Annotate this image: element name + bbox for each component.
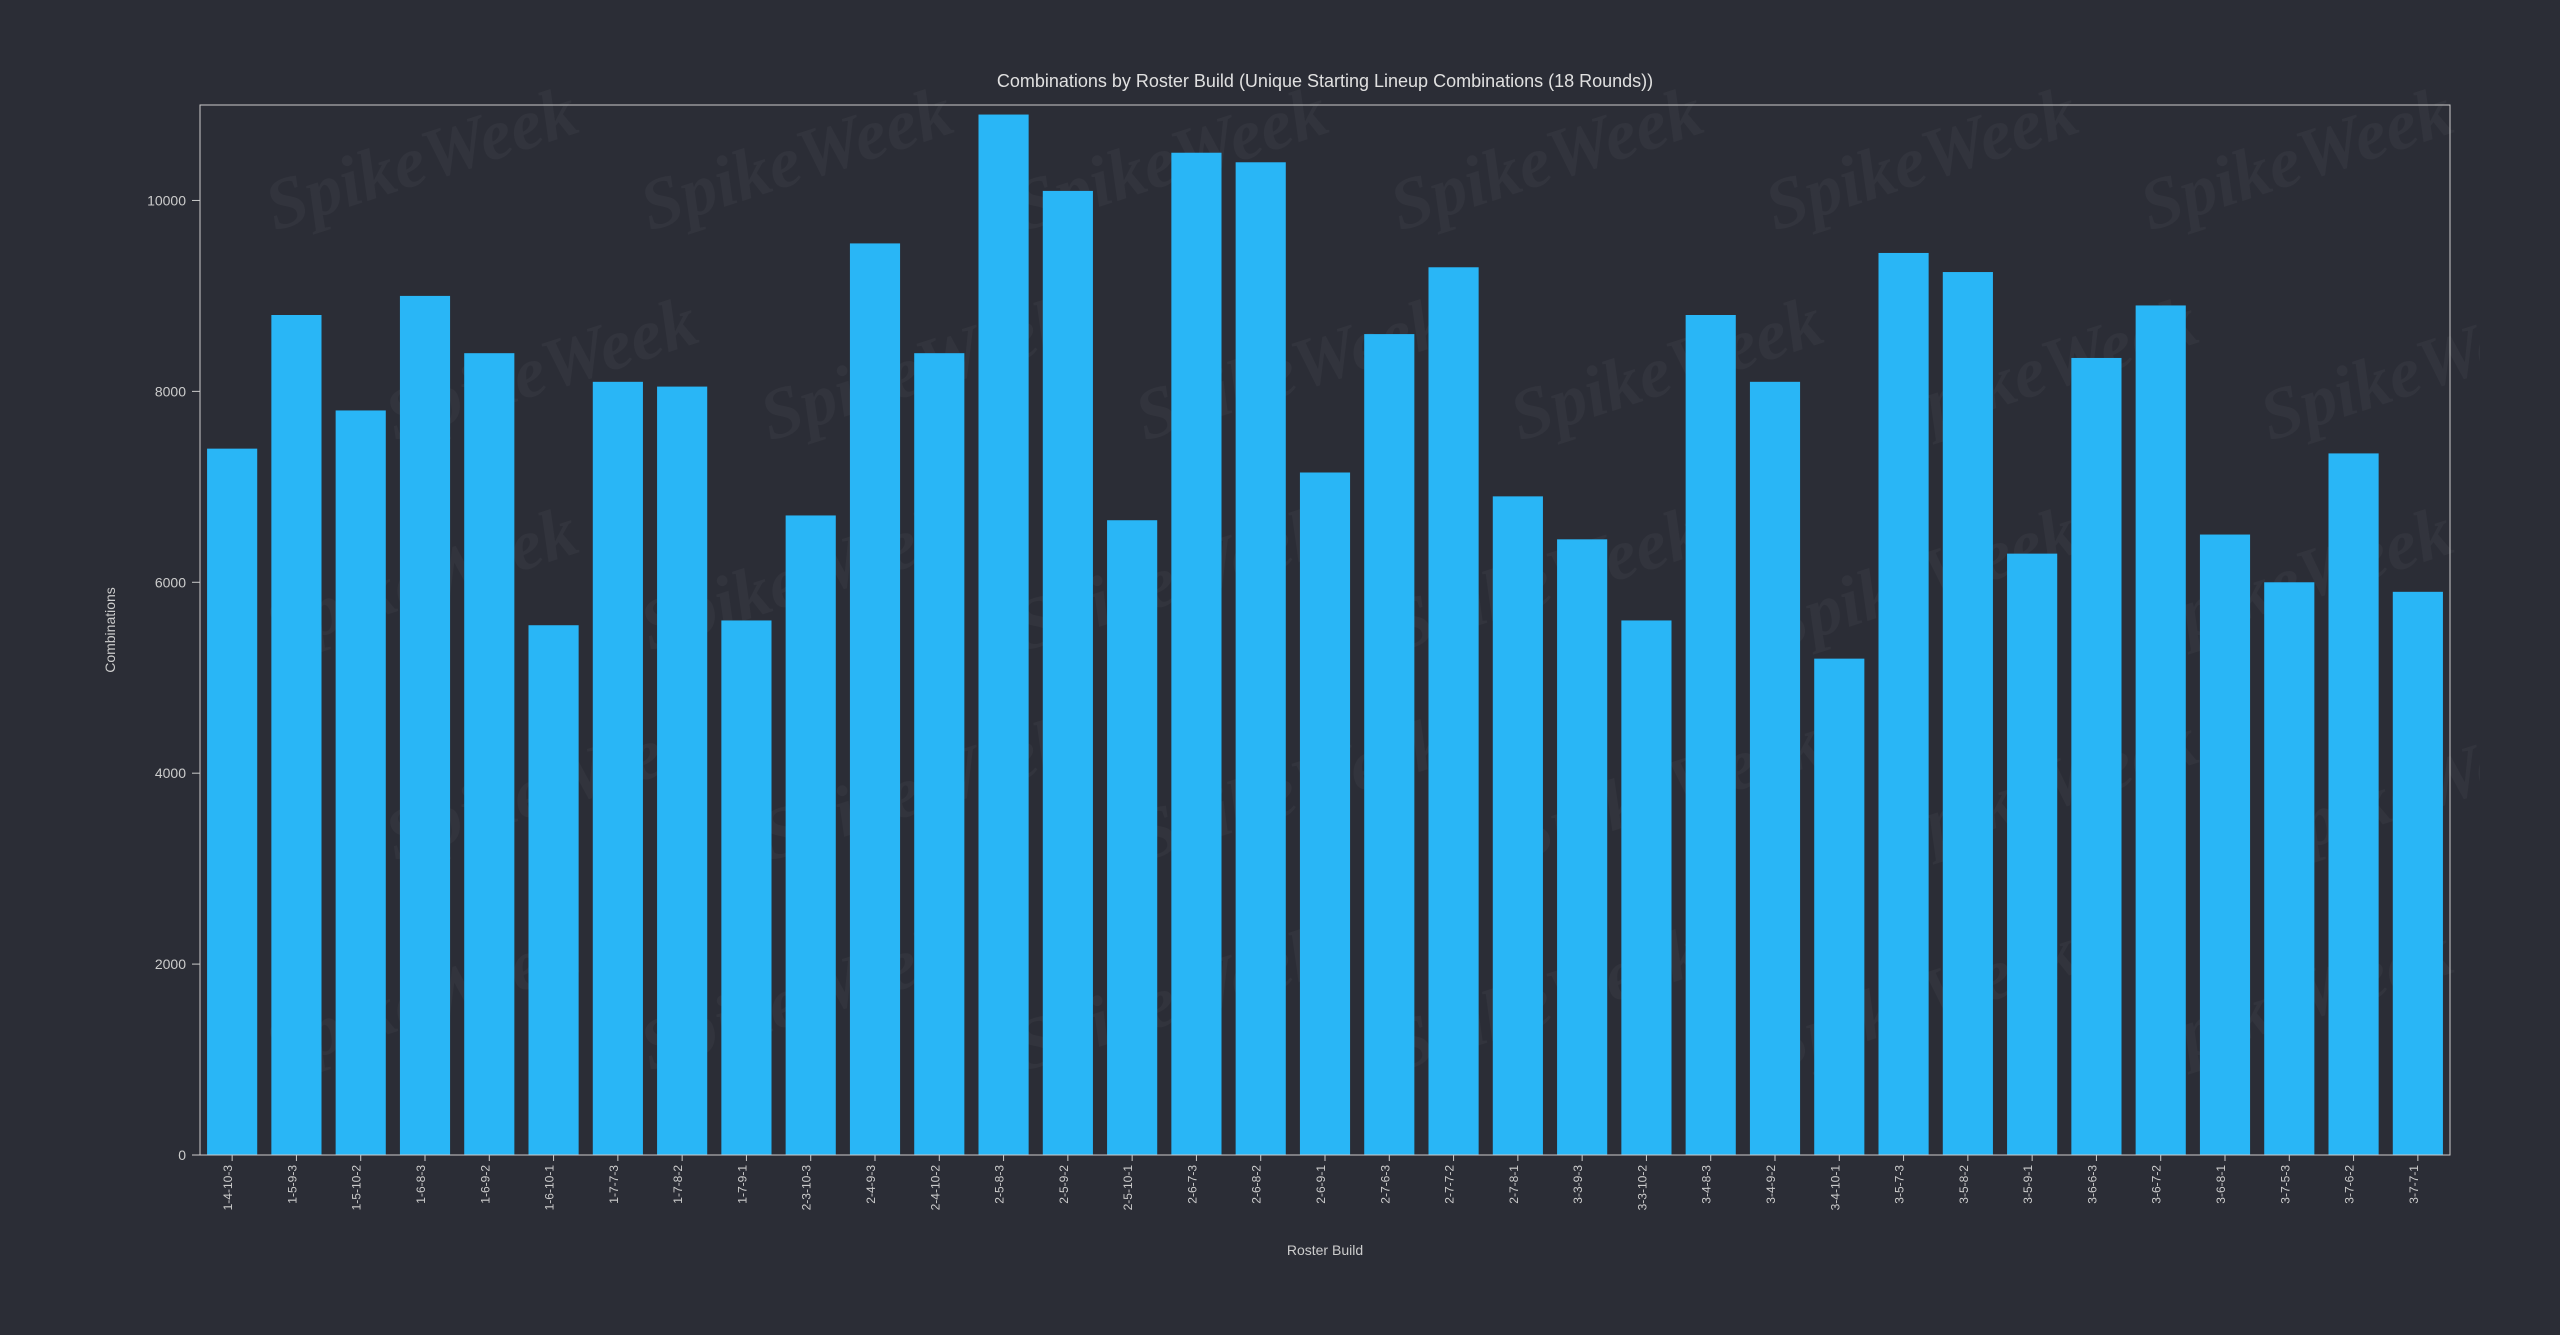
x-tick-label: 2-7-7-2 [1443, 1165, 1457, 1204]
chart-container: SpikeWeekSpikeWeekSpikeWeekSpikeWeekSpik… [0, 0, 2560, 1335]
x-tick-label: 3-4-8-3 [1700, 1165, 1714, 1204]
bar [336, 410, 386, 1155]
bar [2136, 305, 2186, 1155]
x-tick-label: 1-7-7-3 [607, 1165, 621, 1204]
bar [207, 449, 257, 1155]
y-tick-label: 6000 [155, 574, 186, 590]
x-tick-label: 2-5-10-1 [1121, 1165, 1135, 1211]
x-tick-label: 3-5-7-3 [1893, 1165, 1907, 1204]
y-axis-label: Combinations [102, 587, 118, 673]
bar [1493, 496, 1543, 1155]
bar-chart: SpikeWeekSpikeWeekSpikeWeekSpikeWeekSpik… [80, 50, 2480, 1310]
x-tick-label: 2-6-8-2 [1250, 1165, 1264, 1204]
x-tick-label: 3-4-10-1 [1828, 1165, 1842, 1211]
bar [1107, 520, 1157, 1155]
x-tick-label: 2-6-9-1 [1314, 1165, 1328, 1204]
y-tick-label: 8000 [155, 383, 186, 399]
svg-text:SpikeWeek: SpikeWeek [630, 70, 962, 246]
x-tick-label: 2-7-6-3 [1378, 1165, 1392, 1204]
bar [2071, 358, 2121, 1155]
bar [1750, 382, 1800, 1155]
x-tick-label: 3-4-9-2 [1764, 1165, 1778, 1204]
bar [1814, 659, 1864, 1155]
bar [2200, 535, 2250, 1155]
x-tick-label: 3-6-7-2 [2150, 1165, 2164, 1204]
x-axis-label: Roster Build [1287, 1242, 1363, 1258]
bar [850, 243, 900, 1155]
x-tick-label: 3-7-6-2 [2343, 1165, 2357, 1204]
bar [721, 620, 771, 1155]
bar [786, 515, 836, 1155]
chart-title: Combinations by Roster Build (Unique Sta… [997, 71, 1653, 91]
y-tick-label: 0 [178, 1147, 186, 1163]
x-tick-label: 2-4-10-2 [928, 1165, 942, 1211]
x-tick-label: 3-3-9-3 [1571, 1165, 1585, 1204]
svg-text:SpikeWeek: SpikeWeek [1755, 70, 2087, 246]
bar [2393, 592, 2443, 1155]
bar [1236, 162, 1286, 1155]
bar [464, 353, 514, 1155]
x-tick-label: 1-6-8-3 [414, 1165, 428, 1204]
x-tick-label: 2-4-9-3 [864, 1165, 878, 1204]
x-tick-label: 2-5-8-3 [993, 1165, 1007, 1204]
bar [979, 115, 1029, 1155]
bar [593, 382, 643, 1155]
x-tick-label: 3-6-6-3 [2085, 1165, 2099, 1204]
x-tick-label: 3-3-10-2 [1635, 1165, 1649, 1211]
bar [2329, 453, 2379, 1155]
bar [914, 353, 964, 1155]
x-tick-label: 2-7-8-1 [1507, 1165, 1521, 1204]
x-tick-label: 3-5-9-1 [2021, 1165, 2035, 1204]
bar [1429, 267, 1479, 1155]
bar [271, 315, 321, 1155]
x-tick-label: 2-3-10-3 [800, 1165, 814, 1211]
bar [1043, 191, 1093, 1155]
bar [1300, 473, 1350, 1156]
x-tick-label: 2-6-7-3 [1185, 1165, 1199, 1204]
bar [1171, 153, 1221, 1155]
x-tick-label: 1-7-9-1 [735, 1165, 749, 1204]
bar [657, 387, 707, 1155]
bar [529, 625, 579, 1155]
x-tick-label: 1-4-10-3 [221, 1165, 235, 1211]
y-tick-label: 10000 [147, 192, 186, 208]
y-tick-label: 4000 [155, 765, 186, 781]
bar [1621, 620, 1671, 1155]
bar [1879, 253, 1929, 1155]
bar [2264, 582, 2314, 1155]
y-tick-label: 2000 [155, 956, 186, 972]
svg-text:SpikeWeek: SpikeWeek [2130, 70, 2462, 246]
svg-text:SpikeWeek: SpikeWeek [1380, 70, 1712, 246]
bar [1557, 539, 1607, 1155]
x-tick-label: 3-7-5-3 [2278, 1165, 2292, 1204]
x-tick-label: 3-7-7-1 [2407, 1165, 2421, 1204]
svg-text:SpikeWeek: SpikeWeek [255, 70, 587, 246]
bar [2007, 554, 2057, 1155]
bar [400, 296, 450, 1155]
bar [1686, 315, 1736, 1155]
bar [1364, 334, 1414, 1155]
x-tick-label: 3-5-8-2 [1957, 1165, 1971, 1204]
bars-group [207, 115, 2443, 1155]
x-tick-label: 2-5-9-2 [1057, 1165, 1071, 1204]
x-tick-label: 1-6-9-2 [478, 1165, 492, 1204]
bar [1943, 272, 1993, 1155]
svg-text:SpikeWeek: SpikeWeek [2250, 280, 2480, 456]
x-tick-label: 3-6-8-1 [2214, 1165, 2228, 1204]
x-tick-label: 1-7-8-2 [671, 1165, 685, 1204]
x-tick-label: 1-5-9-3 [285, 1165, 299, 1204]
x-tick-label: 1-6-10-1 [543, 1165, 557, 1211]
x-tick-label: 1-5-10-2 [350, 1165, 364, 1211]
